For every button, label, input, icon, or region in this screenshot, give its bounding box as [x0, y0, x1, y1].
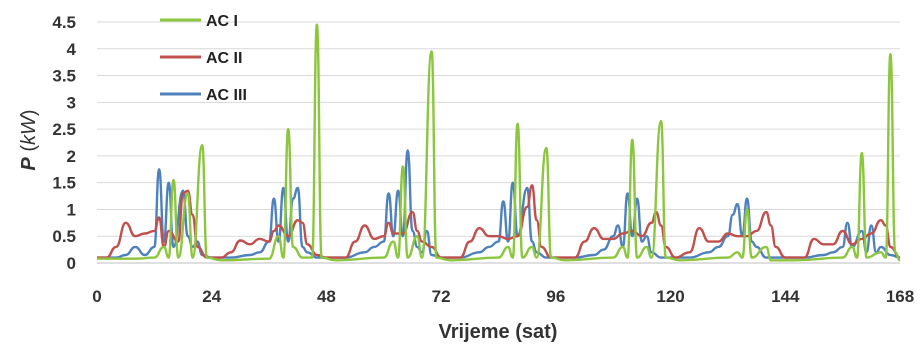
y-tick-label: 2: [67, 147, 76, 166]
x-tick-label: 168: [886, 287, 914, 306]
x-tick-label: 96: [546, 287, 565, 306]
series-lines: [97, 23, 901, 262]
y-tick-label: 4: [67, 40, 77, 59]
x-tick-label: 120: [656, 287, 684, 306]
legend-label: AC II: [206, 50, 242, 67]
y-axis-unit-close: ): [18, 109, 40, 116]
y-tick-label: 1.5: [52, 174, 76, 193]
gridlines: [97, 21, 900, 264]
y-axis-unit-open: (: [18, 145, 40, 158]
y-axis-title: P (kW): [18, 109, 40, 170]
legend-label: AC III: [206, 87, 247, 104]
legend: AC I AC II AC III: [160, 13, 247, 104]
x-tick-label: 0: [92, 287, 101, 306]
y-axis-unit: kW: [18, 114, 40, 145]
y-tick-labels: 0 0.5 1 1.5 2 2.5 3 3.5 4 4.5: [52, 13, 76, 273]
x-tick-label: 72: [432, 287, 451, 306]
y-tick-label: 2.5: [52, 120, 76, 139]
x-tick-label: 144: [771, 287, 800, 306]
series-line-ac-ii: [97, 184, 901, 259]
y-tick-label: 3: [67, 93, 76, 112]
y-tick-label: 0.5: [52, 227, 76, 246]
x-tick-label: 48: [317, 287, 336, 306]
series-line-ac-iii: [97, 149, 901, 259]
series-line-ac-i: [97, 23, 901, 262]
y-axis-symbol: P: [18, 157, 40, 171]
y-tick-label: 3.5: [52, 67, 76, 86]
legend-label: AC I: [206, 13, 238, 30]
x-tick-labels: 0 24 48 72 96 120 144 168: [92, 287, 914, 306]
x-axis-title: Vrijeme (sat): [439, 321, 558, 343]
y-tick-label: 1: [67, 200, 76, 219]
x-tick-label: 24: [202, 287, 221, 306]
y-tick-label: 4.5: [52, 13, 76, 32]
y-tick-label: 0: [67, 254, 76, 273]
